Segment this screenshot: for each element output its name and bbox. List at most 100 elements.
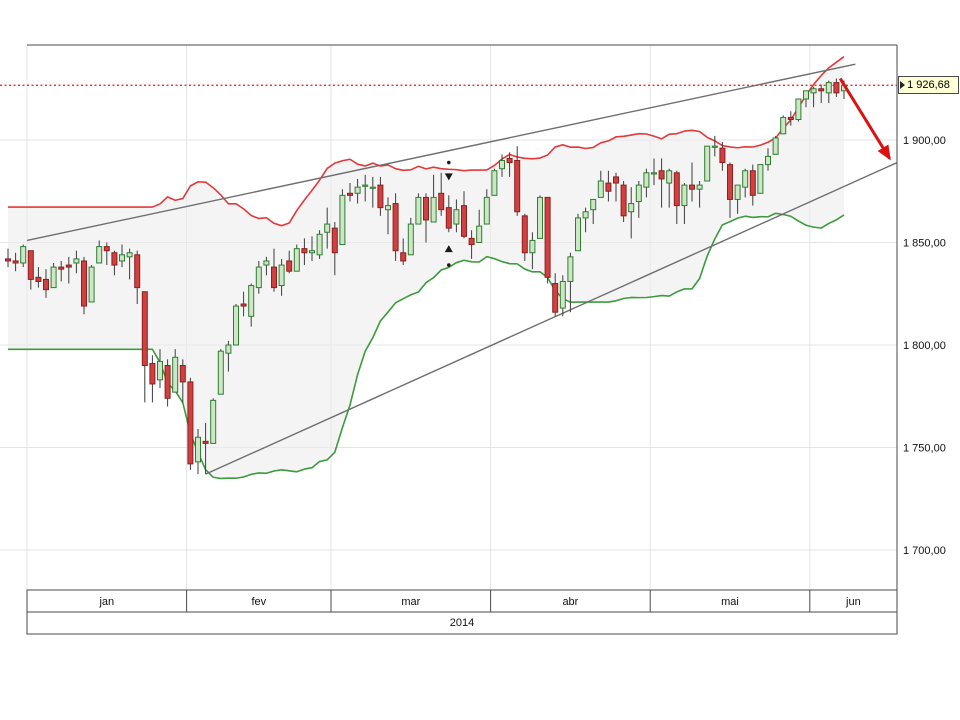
candle-body [240, 303, 247, 307]
candle-body [582, 211, 589, 219]
candle-body [537, 196, 543, 239]
candle-body [354, 186, 361, 194]
fractal-dot-marker [447, 263, 451, 267]
candle-body [499, 160, 505, 170]
candle-body [324, 223, 331, 233]
candle-body [597, 180, 604, 198]
candle-body [734, 184, 741, 200]
current-price-badge: 1 926,68 [898, 76, 959, 94]
candle-body [719, 147, 726, 164]
candle-body [635, 184, 642, 203]
candle-body [377, 184, 384, 209]
month-axis-band[interactable] [26, 589, 898, 613]
candle-body [248, 285, 255, 317]
candle-body [651, 172, 657, 175]
candle-body [787, 116, 794, 120]
candle-body [50, 266, 57, 289]
candle-body [711, 145, 718, 148]
month-label: mar [401, 596, 420, 608]
candle-body [12, 260, 19, 264]
candle-body [825, 82, 832, 94]
candle-body [575, 217, 581, 252]
candle-body [666, 170, 673, 184]
candle-body [833, 82, 840, 94]
candle-body [119, 254, 125, 262]
candle-body [96, 246, 103, 264]
trendline-channel-lower[interactable] [205, 161, 898, 475]
candle-body [20, 246, 27, 264]
candle-body [58, 266, 65, 270]
candle-body [483, 196, 490, 225]
candle-body [521, 215, 528, 254]
candle-body [423, 196, 429, 221]
candle-body [392, 203, 399, 252]
candle-body [339, 194, 346, 246]
candle-body [179, 365, 186, 383]
candle-body [613, 176, 619, 184]
candle-body [316, 233, 323, 256]
candle-body [476, 225, 483, 244]
candle-body [225, 344, 232, 354]
candle-body [301, 248, 308, 254]
candle-body [818, 88, 825, 92]
candle-body [810, 88, 817, 94]
candle-body [255, 266, 262, 289]
candle-body [749, 170, 756, 196]
candle-body [727, 164, 733, 200]
candle-body [552, 283, 559, 313]
fractal-up-triangle-icon [444, 245, 453, 253]
candle-body [559, 280, 566, 309]
candle-body [704, 145, 711, 182]
current-price-label: 1 926,68 [907, 79, 950, 91]
fractal-dot-marker [447, 160, 451, 165]
candle-body [765, 155, 771, 166]
candle-body [331, 227, 338, 254]
candle-body [134, 254, 141, 289]
price-tick-label: 1 850,00 [903, 238, 946, 250]
candle-body [643, 172, 650, 188]
candle-body [81, 260, 87, 307]
candle-body [172, 356, 179, 393]
candle-body [385, 205, 391, 211]
sell-arrow-annotation[interactable] [838, 77, 891, 161]
candle-body [673, 172, 680, 207]
candle-body [445, 207, 452, 229]
candle-body [27, 250, 34, 280]
month-label: mai [721, 596, 739, 608]
candle-body [438, 192, 445, 211]
candle-body [5, 258, 11, 262]
year-label: 2014 [449, 617, 475, 629]
candle-body [544, 196, 551, 278]
candle-body [202, 440, 209, 444]
candle-body [271, 266, 277, 289]
month-label: fev [251, 596, 266, 608]
candle-body [514, 160, 521, 213]
candle-body [803, 90, 809, 100]
price-tick-label: 1 900,00 [903, 135, 946, 147]
month-label: abr [562, 596, 578, 608]
candle-body [430, 196, 437, 223]
candle-body [415, 196, 422, 225]
candle-body [658, 170, 665, 180]
candle-body [217, 350, 224, 395]
candle-body [453, 209, 460, 225]
candle-body [567, 256, 574, 282]
price-badge-pointer-icon [900, 81, 905, 89]
candle-body [780, 116, 787, 135]
price-tick-label: 1 750,00 [903, 443, 946, 455]
trendline-channel-upper[interactable] [26, 63, 856, 242]
price-tick-label: 1 700,00 [903, 545, 946, 557]
candle-body [362, 184, 369, 187]
bollinger-upper-line [8, 56, 845, 227]
candle-body [195, 436, 201, 463]
candle-body [149, 362, 156, 385]
candle-body [43, 278, 49, 291]
candle-body [286, 260, 293, 272]
candle-body [187, 381, 194, 465]
candle-body [605, 182, 612, 192]
bollinger-band-fill [8, 56, 844, 479]
price-tick-label: 1 800,00 [903, 340, 946, 352]
candle-body [278, 264, 285, 287]
